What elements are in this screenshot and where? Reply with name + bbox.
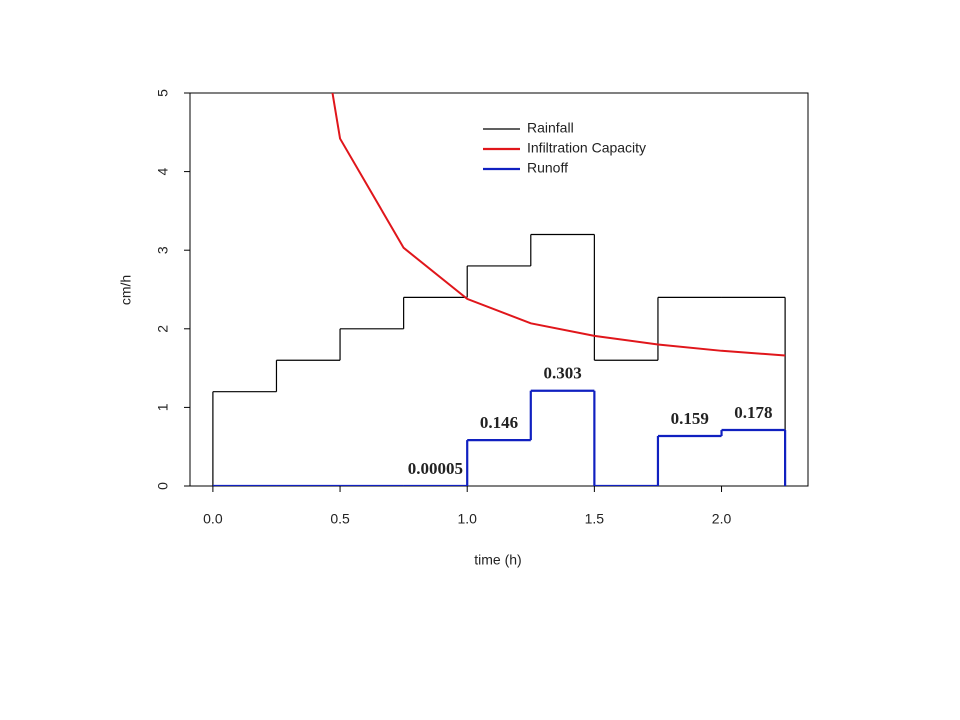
legend-label: Rainfall bbox=[527, 120, 574, 136]
legend-label: Runoff bbox=[527, 160, 568, 176]
x-tick-label: 1.5 bbox=[585, 511, 605, 527]
plot-frame bbox=[189, 92, 809, 487]
y-tick-label: 4 bbox=[155, 167, 171, 175]
y-tick-label: 3 bbox=[155, 246, 171, 254]
value-label: 0.178 bbox=[734, 403, 772, 422]
y-axis-label: cm/h bbox=[118, 275, 134, 305]
y-tick-label: 1 bbox=[155, 403, 171, 411]
value-label: 0.303 bbox=[543, 364, 581, 383]
value-label: 0.159 bbox=[671, 409, 709, 428]
x-tick-label: 0.5 bbox=[330, 511, 350, 527]
x-tick-label: 0.0 bbox=[203, 511, 223, 527]
value-label: 0.146 bbox=[480, 413, 518, 432]
value-label: 0.00005 bbox=[408, 459, 463, 478]
legend-label: Infiltration Capacity bbox=[527, 140, 646, 156]
line bbox=[331, 93, 786, 357]
y-tick-label: 2 bbox=[155, 325, 171, 333]
x-tick-label: 2.0 bbox=[712, 511, 732, 527]
x-tick-label: 1.0 bbox=[457, 511, 477, 527]
y-tick-label: 5 bbox=[155, 89, 171, 97]
y-tick-label: 0 bbox=[155, 482, 171, 490]
x-axis-label: time (h) bbox=[474, 552, 521, 568]
plot-area bbox=[212, 93, 787, 486]
